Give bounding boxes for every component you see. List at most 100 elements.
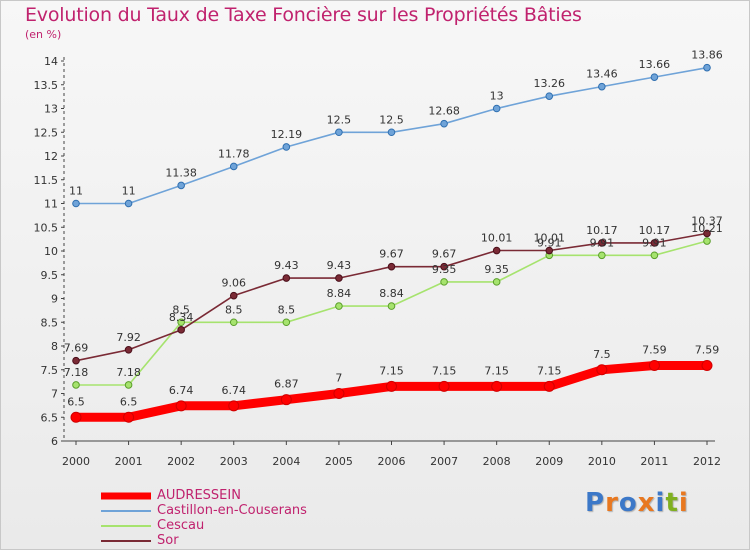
data-point [703, 63, 711, 72]
data-label: 7.5 [593, 348, 611, 361]
data-label: 7.69 [64, 342, 89, 355]
data-point [387, 262, 396, 271]
y-tick-label: 11.5 [34, 174, 59, 187]
data-point [177, 318, 185, 327]
data-point [492, 246, 501, 255]
data-label: 8.84 [327, 287, 352, 300]
x-tick-label: 2008 [483, 455, 511, 468]
proxiti-logo: Proxiti [585, 488, 689, 518]
data-label: 9.91 [537, 236, 562, 249]
data-point [333, 388, 345, 399]
data-label: 13.26 [534, 77, 566, 90]
legend-label-audressein: AUDRESSEIN [157, 488, 241, 503]
data-label: 9.06 [222, 277, 247, 290]
data-point [545, 92, 554, 100]
logo-letter: o [618, 488, 638, 518]
data-point [229, 162, 238, 171]
legend-label-castillon: Castillon-en-Couserans [157, 503, 307, 518]
y-tick-label: 10.5 [34, 221, 59, 234]
data-label: 13 [490, 90, 504, 103]
data-point [72, 381, 80, 389]
data-label: 7.18 [64, 366, 89, 379]
data-point [282, 274, 291, 282]
data-point [440, 119, 448, 128]
data-point [280, 394, 292, 406]
data-point [72, 199, 80, 208]
legend-label-cescau: Cescau [157, 518, 205, 533]
data-label: 9.91 [642, 236, 667, 249]
data-point [124, 199, 133, 208]
data-label: 7.92 [116, 331, 141, 344]
data-point [543, 380, 555, 392]
data-label: 7.15 [484, 364, 509, 377]
logo-letter: i [678, 488, 689, 518]
y-tick-label: 9 [51, 293, 58, 306]
x-tick-label: 2000 [62, 455, 90, 468]
data-point [386, 380, 397, 392]
data-point [124, 346, 133, 354]
legend-swatch-sor [101, 539, 151, 542]
y-tick-label: 11 [44, 198, 58, 211]
data-label: 7 [335, 372, 342, 385]
data-point [440, 278, 448, 286]
data-label: 7.15 [379, 364, 404, 377]
data-label: 12.5 [379, 113, 404, 126]
data-label: 8.34 [169, 311, 194, 324]
data-label: 8.5 [225, 303, 243, 316]
data-point [175, 400, 187, 412]
data-point [282, 318, 291, 327]
data-label: 8.84 [379, 287, 404, 300]
logo-letter: x [637, 488, 656, 518]
y-tick-label: 10 [44, 245, 58, 258]
x-tick-label: 2004 [272, 455, 300, 468]
data-point [228, 400, 240, 412]
data-point [492, 278, 501, 286]
data-label: 13.46 [586, 68, 618, 81]
logo-letter: r [605, 488, 619, 518]
data-label: 6.74 [169, 384, 194, 397]
y-tick-label: 12 [44, 150, 58, 163]
data-point [598, 82, 606, 91]
data-label: 8.5 [172, 303, 190, 316]
legend-swatch-cescau [101, 524, 151, 527]
data-label: 11 [122, 185, 136, 198]
data-point [650, 239, 659, 247]
x-tick-label: 2005 [325, 455, 353, 468]
data-point [335, 128, 343, 137]
data-point [123, 411, 135, 423]
data-label: 10.17 [586, 224, 618, 237]
data-point [650, 73, 659, 81]
data-point [598, 239, 606, 247]
data-label: 9.35 [432, 263, 457, 276]
x-tick-label: 2012 [693, 455, 721, 468]
data-label: 7.59 [642, 343, 667, 356]
data-point [387, 128, 396, 137]
data-point [491, 380, 503, 392]
data-label: 7.15 [537, 364, 562, 377]
data-point [598, 251, 606, 260]
data-label: 10.17 [639, 224, 671, 237]
data-label: 10.37 [691, 214, 723, 227]
x-tick-label: 2011 [640, 455, 668, 468]
x-tick-label: 2003 [220, 455, 248, 468]
data-point [596, 364, 608, 376]
logo-letter: i [655, 488, 666, 518]
y-tick-label: 13.5 [34, 79, 59, 92]
data-label: 11 [69, 185, 83, 198]
data-label: 9.67 [379, 248, 404, 261]
data-label: 13.86 [691, 49, 723, 62]
x-tick-label: 2009 [535, 455, 563, 468]
data-label: 13.66 [639, 58, 671, 71]
data-label: 6.5 [67, 395, 85, 408]
data-point [545, 246, 554, 255]
y-tick-label: 6.5 [41, 411, 59, 424]
data-point [703, 229, 711, 238]
data-point [282, 143, 291, 151]
data-label: 11.78 [218, 147, 250, 160]
y-tick-label: 14 [44, 55, 58, 68]
data-label: 7.59 [695, 343, 720, 356]
x-tick-label: 2010 [588, 455, 616, 468]
y-tick-label: 8 [51, 340, 58, 353]
logo-letter: P [585, 488, 606, 518]
data-point [648, 359, 660, 371]
